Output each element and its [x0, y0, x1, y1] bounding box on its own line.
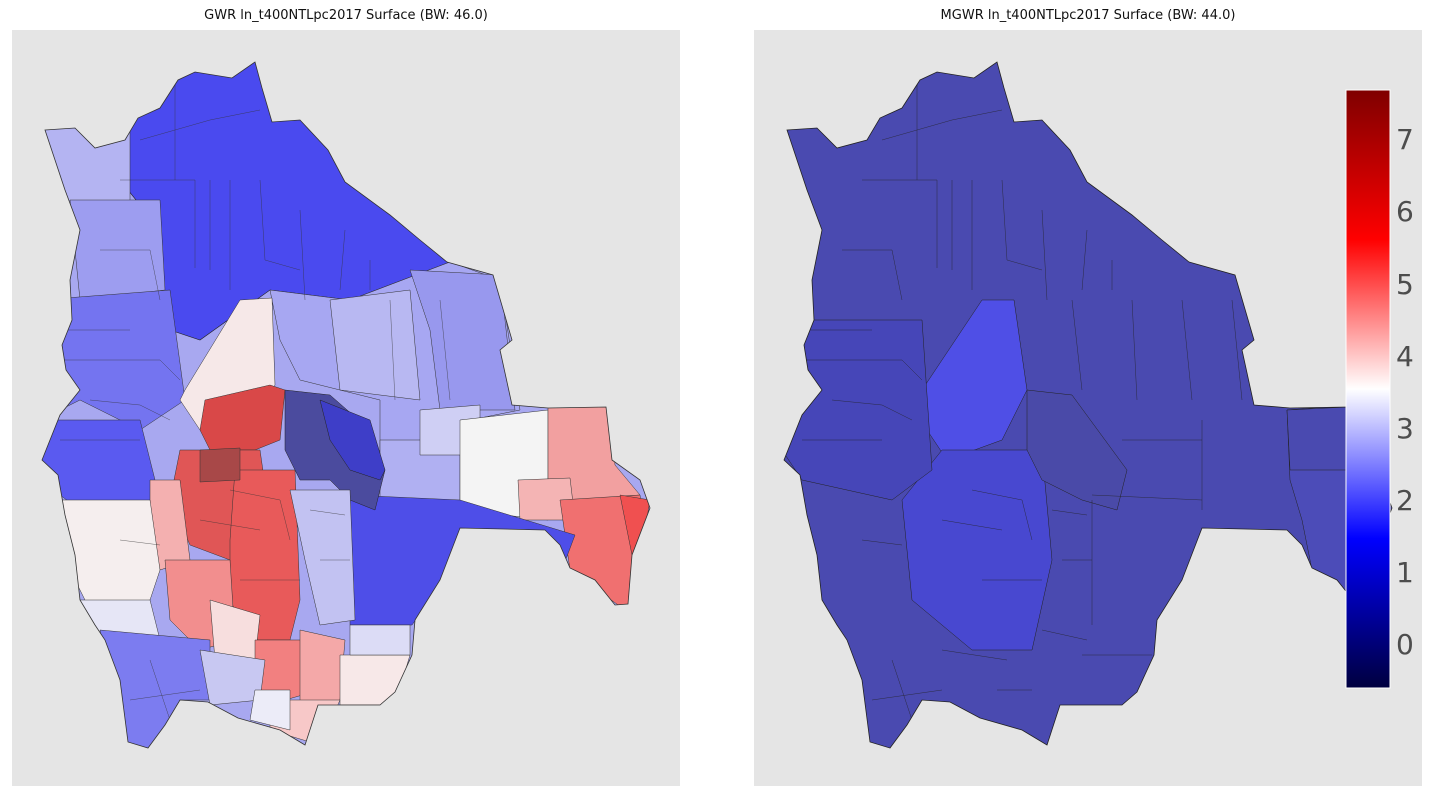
mgwr-choropleth [783, 61, 1393, 749]
colorbar-tick-label: 1 [1396, 555, 1414, 589]
region-central-red [199, 384, 286, 451]
colorbar-tick-label: 5 [1396, 267, 1414, 301]
mgwr-map-title: MGWR ln_t400NTLpc2017 Surface (BW: 44.0) [940, 8, 1236, 23]
mgwr-central-bright [921, 299, 1028, 461]
gwr-choropleth [41, 61, 651, 749]
colorbar-tick-label: 2 [1396, 483, 1414, 517]
colorbar-tick-label: 4 [1396, 339, 1414, 373]
colorbar-tick-label: 7 [1396, 123, 1414, 157]
colorbar-tick-label: 3 [1396, 411, 1414, 445]
colorbar-tick-label: 6 [1396, 195, 1414, 229]
colorbar-tick-label: 0 [1396, 627, 1414, 661]
gwr-map-title: GWR ln_t400NTLpc2017 Surface (BW: 46.0) [204, 8, 488, 23]
